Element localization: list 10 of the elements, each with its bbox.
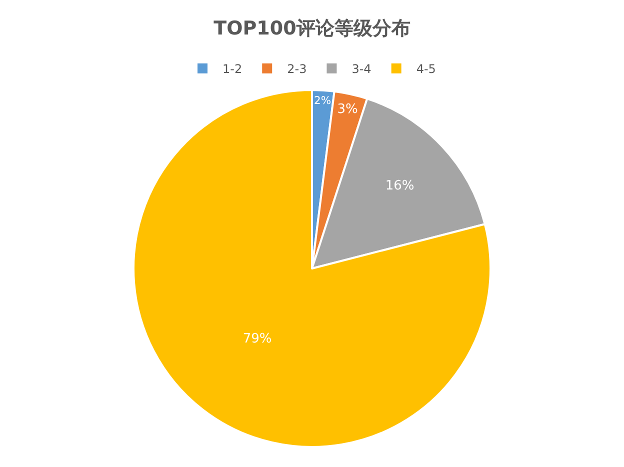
legend-label: 2-3 [287,62,307,76]
pie-slice [132,89,492,448]
data-label: 16% [385,178,414,194]
legend-label: 1-2 [222,62,242,76]
data-label: 3% [337,102,358,117]
legend-label: 4-5 [416,62,436,76]
data-label: 79% [242,332,272,347]
legend-label: 3-4 [352,62,372,76]
data-label: 2% [314,94,332,107]
chart-title: TOP100评论等级分布 [214,17,410,40]
